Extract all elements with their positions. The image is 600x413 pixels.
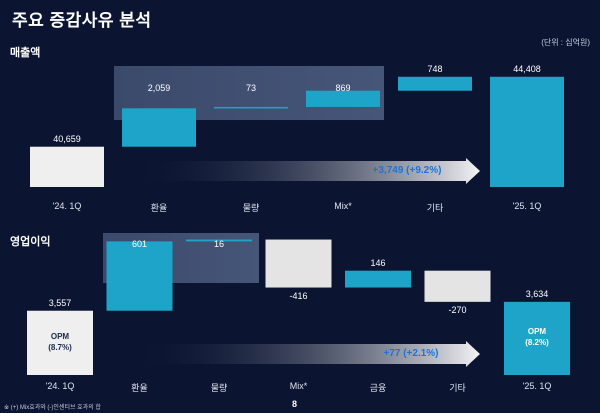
op-profit-category-label-2: 물량: [210, 383, 228, 393]
footnote: ※ (+) Mix효과와 (-)인센티브 효과의 합: [4, 405, 101, 411]
revenue-value-label-0: 40,659: [53, 133, 81, 144]
revenue-change-label: +3,749 (+9.2%): [372, 165, 442, 176]
op-profit-opm-start: OPM (8.7%): [20, 331, 100, 353]
op-profit-opm-line-1: (8.2%): [525, 338, 549, 348]
op-profit-opm-line-1: (8.7%): [48, 342, 72, 352]
op-profit-bar-2: [186, 239, 252, 242]
op-profit-category-label-6: '25. 1Q: [522, 381, 552, 391]
revenue-bar-3: [306, 90, 380, 107]
revenue-category-label-2: 물량: [242, 203, 260, 213]
revenue-category-label-5: '25. 1Q: [512, 201, 542, 211]
op-profit-value-label-2: 16: [213, 239, 224, 249]
op-profit-opm-line-0: OPM: [50, 331, 70, 341]
op-profit-opm-line-0: OPM: [527, 327, 547, 337]
revenue-bar-4: [398, 76, 472, 91]
op-profit-value-label-1: 601: [131, 239, 148, 249]
op-profit-bar-0: [27, 310, 93, 375]
revenue-category-label-0: '24. 1Q: [52, 201, 82, 211]
op-profit-bar-3: [265, 239, 332, 288]
revenue-category-label-1: 환율: [150, 203, 168, 213]
op-profit-value-label-3: -416: [289, 290, 308, 301]
revenue-bar-2: [214, 106, 288, 109]
revenue-section-title: 매출액: [10, 47, 41, 59]
unit-label: (단위 : 십억원): [541, 38, 590, 47]
op-profit-category-label-5: 기타: [449, 383, 466, 393]
op-profit-bar-5: [424, 270, 491, 302]
op-profit-value-label-0: 3,557: [48, 297, 72, 308]
op-profit-category-label-1: 환율: [131, 383, 148, 393]
revenue-bar-5: [490, 76, 564, 187]
op-profit-change-label: +77 (+2.1%): [383, 348, 439, 359]
op-profit-value-label-6: 3,634: [525, 288, 549, 299]
op-profit-value-label-4: 146: [370, 257, 386, 268]
op-profit-category-label-0: '24. 1Q: [45, 381, 75, 391]
op-profit-category-label-4: 금융: [369, 383, 387, 393]
revenue-value-label-2: 73: [245, 83, 256, 93]
op-profit-section-title: 영업이익: [10, 236, 51, 248]
op-profit-change-arrow: [135, 341, 480, 367]
op-profit-category-label-3: Mix*: [289, 381, 308, 391]
op-profit-value-label-5: -270: [448, 304, 467, 315]
revenue-value-label-3: 869: [335, 83, 351, 93]
op-profit-bar-1: [106, 241, 173, 311]
revenue-category-label-3: Mix*: [334, 201, 352, 211]
revenue-bar-1: [122, 108, 196, 147]
revenue-value-label-1: 2,059: [147, 83, 171, 93]
page-title: 주요 증감사유 분석: [12, 11, 152, 30]
revenue-value-label-4: 748: [427, 63, 443, 74]
revenue-change-arrow: [135, 158, 480, 184]
revenue-value-label-5: 44,408: [513, 63, 541, 74]
page-number: 8: [292, 399, 298, 409]
revenue-bar-0: [30, 146, 104, 187]
op-profit-bar-4: [345, 270, 411, 288]
op-profit-opm-end: OPM (8.2%): [497, 326, 577, 348]
revenue-category-label-4: 기타: [426, 203, 444, 213]
op-profit-bar-6: [504, 301, 570, 375]
